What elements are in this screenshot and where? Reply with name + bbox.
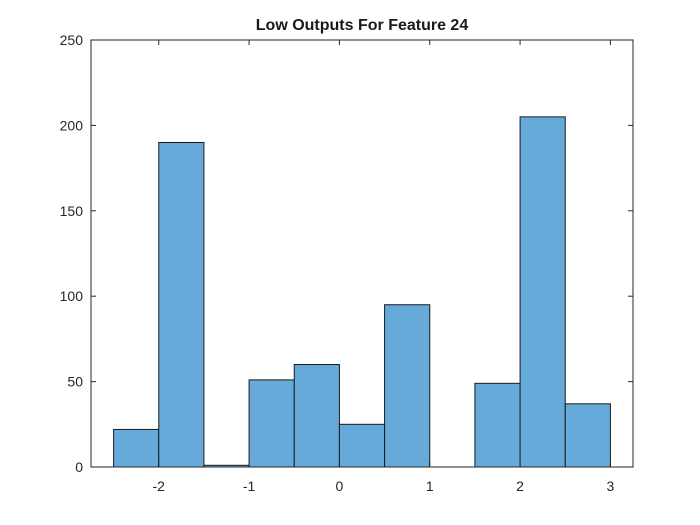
y-tick-label: 150 [60,203,84,219]
y-tick-label: 200 [60,117,84,133]
x-tick-label: 1 [426,478,434,494]
y-tick-label: 50 [67,374,83,390]
x-tick-label: -1 [243,478,256,494]
y-axis: 0 50 100 150 200 250 [60,32,633,475]
x-tick-label: -2 [153,478,166,494]
histogram-bar [293,364,340,468]
histogram-bar [519,116,566,468]
x-tick-label: 0 [336,478,344,494]
chart-title: Low Outputs For Feature 24 [256,17,469,34]
histogram-bar [248,379,295,468]
plot-box [90,39,634,468]
histogram-bar [113,428,160,468]
histogram-bar [158,141,205,468]
histogram-bar [474,382,521,468]
x-axis: -2 -1 0 1 2 3 [153,40,615,494]
histogram-bar [384,304,431,468]
histogram-bar [338,423,386,468]
x-tick-label: 2 [516,478,524,494]
y-tick-label: 100 [60,288,84,304]
x-tick-label: 3 [607,478,615,494]
histogram-bar [564,403,611,468]
y-tick-label: 0 [75,459,83,475]
y-tick-label: 250 [60,32,84,48]
bars-group [113,116,611,468]
